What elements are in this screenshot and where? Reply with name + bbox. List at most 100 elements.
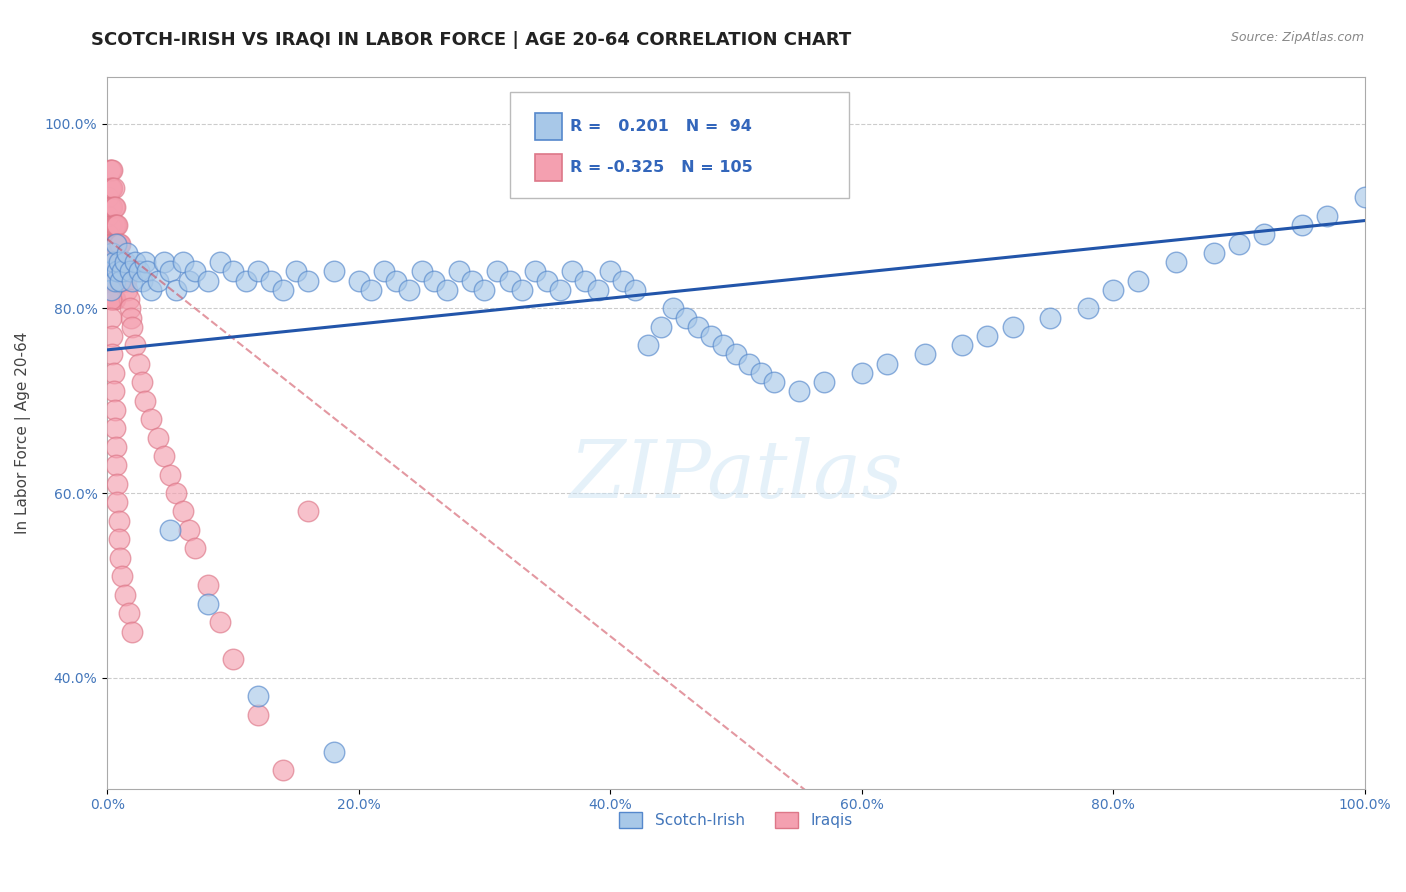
Point (103, 292, 125, 306)
Point (104, 255, 127, 269)
Point (523, 264, 546, 278)
Point (105, 255, 128, 269)
Point (97, 190, 120, 204)
Point (146, 431, 169, 445)
Point (107, 255, 129, 269)
Point (103, 200, 125, 214)
Point (98, 200, 121, 214)
Text: R = -0.325   N = 105: R = -0.325 N = 105 (569, 160, 752, 175)
Point (1102, 283, 1125, 297)
Point (100, 200, 122, 214)
Point (260, 274, 283, 288)
Bar (534, 153, 562, 180)
Point (222, 264, 245, 278)
Point (637, 338, 659, 352)
Point (105, 236, 128, 251)
Point (98, 162, 121, 177)
Point (184, 264, 207, 278)
Point (100, 218, 122, 232)
Point (98, 274, 121, 288)
Point (100, 255, 122, 269)
Point (108, 274, 131, 288)
Point (107, 274, 129, 288)
Text: ZIPatlas: ZIPatlas (569, 437, 903, 515)
Point (813, 375, 835, 389)
Point (449, 264, 471, 278)
Point (101, 347, 124, 361)
Point (141, 412, 163, 426)
Point (177, 274, 200, 288)
Point (104, 274, 127, 288)
Point (950, 338, 973, 352)
Point (110, 255, 132, 269)
Point (184, 541, 207, 556)
Point (105, 440, 128, 454)
Point (159, 523, 181, 537)
Point (100, 181, 122, 195)
Point (103, 366, 125, 380)
Point (101, 162, 124, 177)
Legend: Scotch-Irish, Iraqis: Scotch-Irish, Iraqis (613, 806, 859, 834)
Point (105, 236, 128, 251)
Point (107, 236, 129, 251)
Point (1253, 227, 1275, 242)
Point (105, 458, 128, 473)
Point (120, 310, 142, 325)
Point (851, 366, 873, 380)
Point (134, 255, 156, 269)
Point (1164, 255, 1187, 269)
Point (103, 384, 125, 399)
Point (108, 236, 131, 251)
Point (914, 347, 936, 361)
Point (108, 255, 131, 269)
Point (107, 514, 129, 528)
Point (153, 255, 176, 269)
Point (111, 569, 134, 583)
Point (101, 181, 124, 195)
Point (114, 588, 136, 602)
Point (121, 319, 143, 334)
Point (624, 283, 647, 297)
Point (134, 393, 156, 408)
Point (347, 274, 370, 288)
Point (700, 329, 723, 343)
Point (486, 264, 509, 278)
Point (586, 283, 609, 297)
Point (131, 375, 153, 389)
Point (101, 274, 124, 288)
Point (675, 310, 697, 325)
Point (159, 264, 181, 278)
Point (548, 283, 571, 297)
Point (1077, 301, 1099, 316)
Point (101, 329, 124, 343)
Point (510, 283, 533, 297)
Point (114, 255, 136, 269)
Point (98, 181, 121, 195)
Point (111, 255, 134, 269)
Point (101, 255, 124, 269)
Point (461, 274, 484, 288)
Point (177, 523, 200, 537)
Point (108, 550, 131, 565)
Point (103, 274, 125, 288)
Point (165, 486, 187, 500)
Point (423, 274, 446, 288)
Point (1316, 209, 1339, 223)
Point (107, 255, 129, 269)
Point (103, 255, 125, 269)
FancyBboxPatch shape (509, 92, 849, 198)
Point (146, 274, 169, 288)
Point (110, 274, 132, 288)
Point (97, 227, 120, 242)
Point (105, 274, 128, 288)
Point (373, 264, 395, 278)
Point (474, 283, 496, 297)
Point (100, 292, 122, 306)
Y-axis label: In Labor Force | Age 20-64: In Labor Force | Age 20-64 (15, 332, 31, 534)
Point (436, 283, 458, 297)
Point (104, 200, 127, 214)
Point (688, 319, 710, 334)
Point (131, 274, 153, 288)
Point (271, 763, 294, 777)
Point (612, 274, 634, 288)
